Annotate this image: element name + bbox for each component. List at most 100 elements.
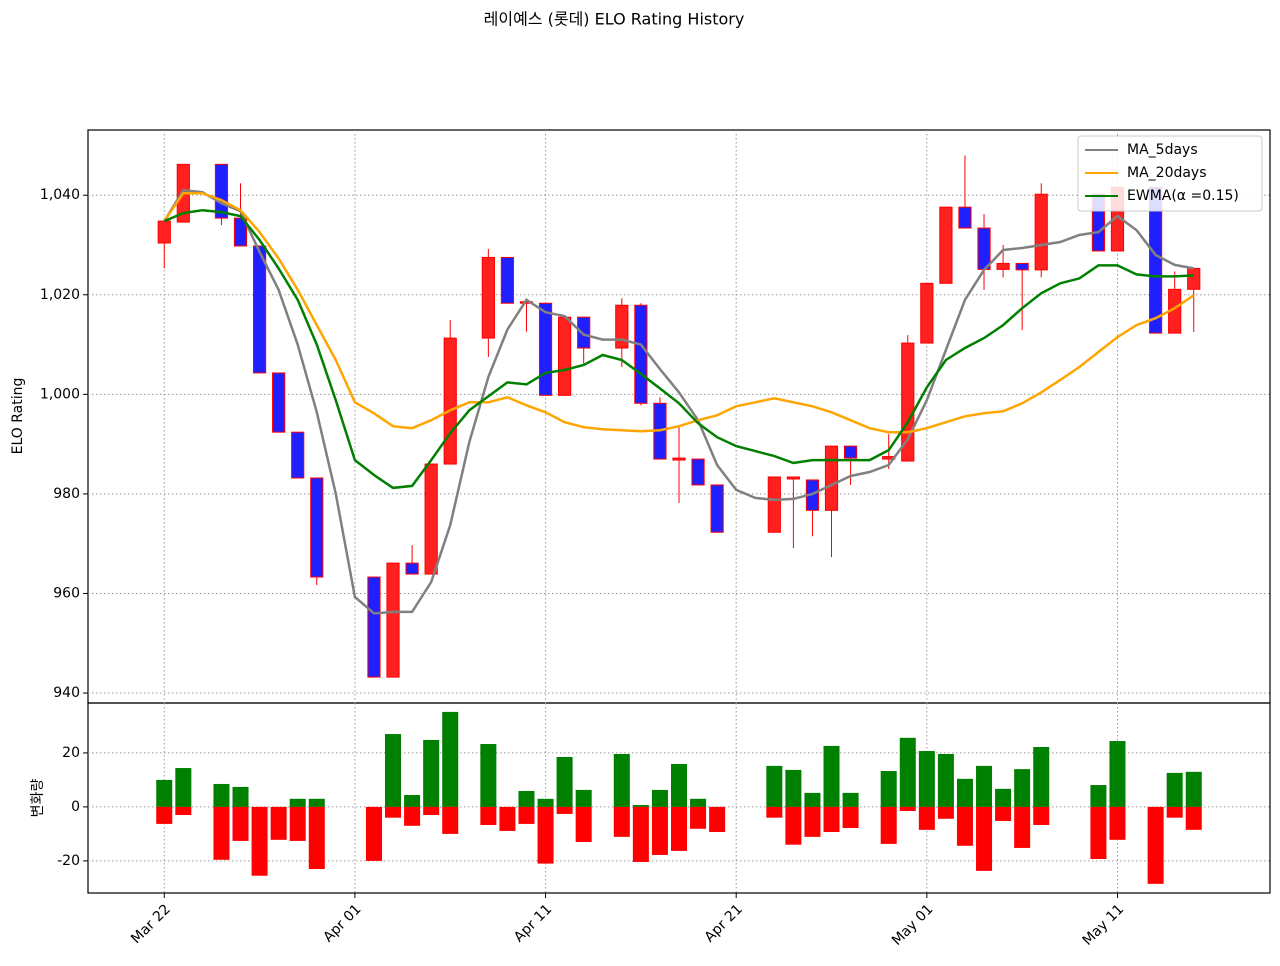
bar xyxy=(995,788,1012,807)
candle-body xyxy=(977,227,991,270)
candle-body xyxy=(252,245,267,374)
bar xyxy=(1090,785,1107,807)
bar xyxy=(1166,806,1183,818)
candle-body xyxy=(386,562,400,678)
bar xyxy=(1147,806,1164,884)
bar xyxy=(804,792,821,807)
candle-body xyxy=(958,206,972,229)
bar xyxy=(251,806,268,876)
bar xyxy=(308,806,325,869)
bar xyxy=(766,806,783,818)
y-tick-label: 1,000 xyxy=(40,386,80,402)
candle-body xyxy=(824,445,839,511)
bar xyxy=(613,806,630,837)
bar xyxy=(1090,806,1107,859)
bar xyxy=(804,806,821,837)
bar xyxy=(651,789,668,807)
bar xyxy=(956,778,973,807)
bar xyxy=(670,763,688,807)
legend-box xyxy=(1077,135,1263,212)
bar xyxy=(899,806,916,811)
candle-body xyxy=(310,477,324,578)
x-tick-label: Apr 01 xyxy=(320,901,364,945)
y-tick-label: -20 xyxy=(57,853,80,869)
bar xyxy=(175,768,192,807)
bar xyxy=(918,751,935,807)
candle-body xyxy=(710,484,724,533)
bar xyxy=(499,806,516,831)
y-tick-label: 0 xyxy=(71,799,80,815)
x-tick-label: Apr 21 xyxy=(702,901,746,945)
bar xyxy=(842,806,859,828)
candle-body xyxy=(672,457,686,461)
bar xyxy=(385,806,402,818)
bar xyxy=(156,806,173,824)
bar xyxy=(823,745,840,807)
line-series xyxy=(163,191,1195,434)
candle-body xyxy=(843,445,858,459)
bar xyxy=(423,806,440,816)
bar xyxy=(956,806,973,846)
candle-body xyxy=(615,304,629,349)
bar xyxy=(480,744,497,807)
bar xyxy=(232,806,249,841)
y-tick-label: 1,040 xyxy=(40,187,80,203)
candle-body xyxy=(157,220,171,244)
candle-body xyxy=(786,476,800,480)
candle-body xyxy=(272,372,286,433)
bar xyxy=(1014,806,1031,848)
y-tick-label: 940 xyxy=(53,685,80,701)
bar xyxy=(1109,806,1126,840)
bar xyxy=(575,789,592,807)
bar xyxy=(442,806,459,834)
candle-body xyxy=(767,476,781,533)
chart-title: 레이예스 (롯데) ELO Rating History xyxy=(484,10,745,29)
bar xyxy=(899,737,916,807)
bar xyxy=(670,806,688,851)
candle-body xyxy=(1034,193,1048,271)
x-tick-label: Apr 11 xyxy=(511,901,555,945)
bar xyxy=(175,806,192,816)
y-tick-label: 20 xyxy=(62,745,80,761)
x-tick-label: May 11 xyxy=(1080,901,1128,949)
bar xyxy=(289,798,306,807)
candle-body xyxy=(558,316,572,396)
candle-body xyxy=(481,256,495,339)
candle-body xyxy=(367,576,381,678)
bar xyxy=(937,754,954,807)
y-axis-label: ELO Rating xyxy=(10,378,26,455)
candle-body xyxy=(920,282,934,344)
y-axis-label: 변화량 xyxy=(30,779,46,818)
bar xyxy=(442,711,459,807)
bar xyxy=(1166,772,1183,807)
bar xyxy=(289,806,306,841)
bar xyxy=(480,806,497,825)
legend-label: MA_20days xyxy=(1127,165,1207,181)
bar xyxy=(156,779,173,807)
bar xyxy=(690,806,707,829)
bar xyxy=(1109,741,1126,807)
bar xyxy=(385,734,402,807)
line-series xyxy=(163,208,1194,490)
candle-body xyxy=(1187,267,1201,290)
bar xyxy=(1014,769,1031,807)
bar xyxy=(937,806,954,819)
bar xyxy=(880,806,897,844)
bar xyxy=(518,790,535,807)
y-tick-label: 960 xyxy=(53,585,80,601)
x-tick-label: May 01 xyxy=(889,901,937,949)
bar xyxy=(632,805,649,807)
panel: -20 0 20 Mar 22 Apr 01 Apr 11 Apr 21 May 01 May … xyxy=(57,703,1270,949)
bar xyxy=(632,806,649,862)
bar xyxy=(842,792,859,807)
y-tick-label: 980 xyxy=(53,486,80,502)
bar xyxy=(1185,806,1202,830)
candle-body xyxy=(1015,262,1029,271)
candle-body xyxy=(691,458,705,486)
bar xyxy=(423,739,440,807)
bar xyxy=(537,806,554,864)
legend: MA_5days MA_20days EWMA(α =0.15) xyxy=(1077,135,1263,212)
bar xyxy=(651,806,668,855)
bar xyxy=(976,765,993,807)
